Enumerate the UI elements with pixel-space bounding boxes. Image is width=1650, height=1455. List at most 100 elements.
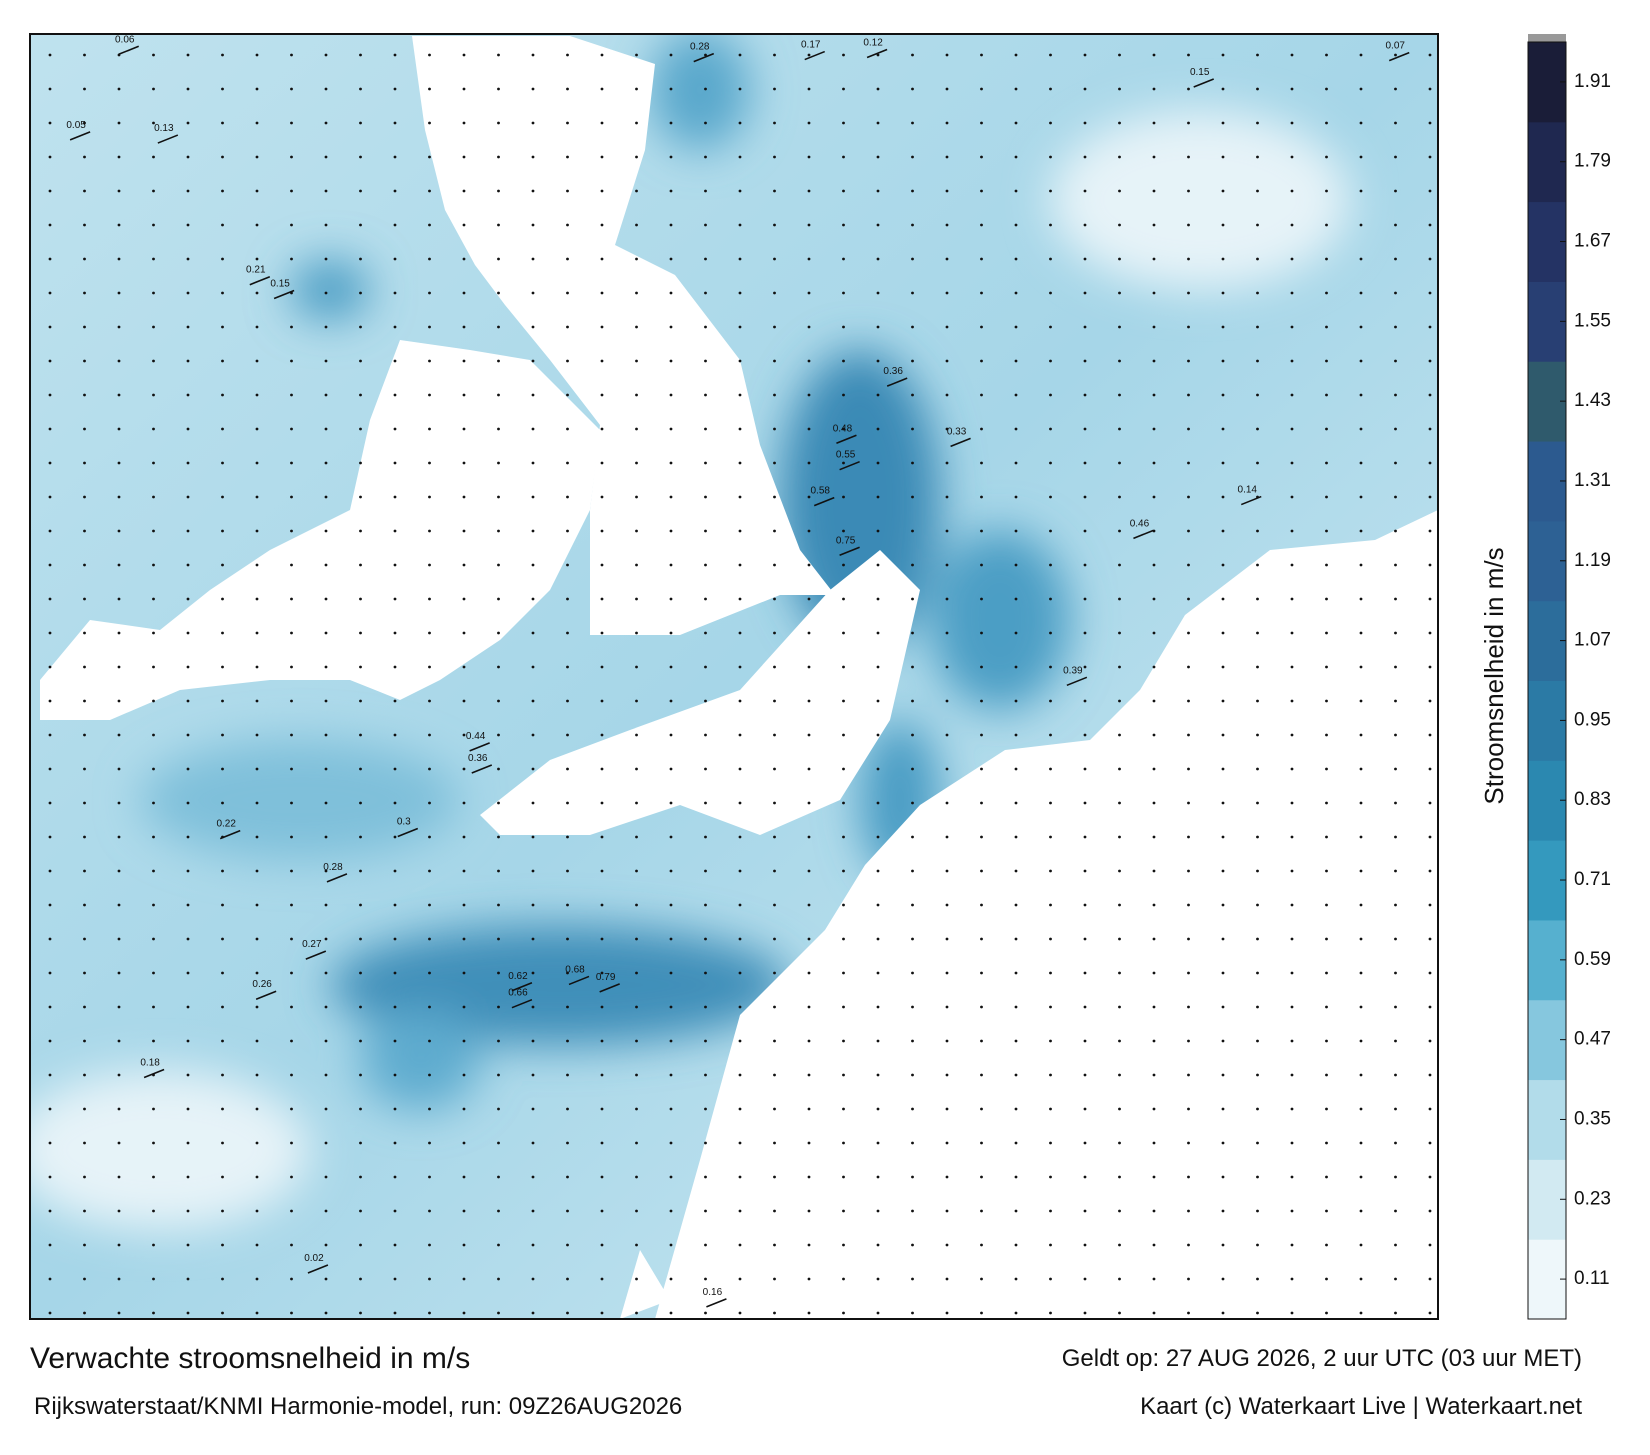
vector-dot xyxy=(462,1039,466,1043)
vector-dot xyxy=(1014,631,1018,635)
colorbar-tick-label: 0.59 xyxy=(1574,949,1611,970)
vector-dot xyxy=(290,121,293,125)
current-arrow xyxy=(1388,51,1410,62)
vector-dot xyxy=(842,257,845,261)
vector-dot xyxy=(945,223,949,227)
vector-dot xyxy=(911,1311,914,1315)
current-arrow xyxy=(326,873,348,883)
vector-dot xyxy=(1428,257,1432,261)
vector-dot xyxy=(1325,903,1328,907)
vector-dot xyxy=(669,325,673,329)
vector-dot xyxy=(1049,291,1052,295)
vector-dot xyxy=(1221,665,1225,669)
vector-dot xyxy=(117,597,121,601)
vector-dot xyxy=(1152,87,1156,91)
vector-dot xyxy=(1118,325,1121,329)
vector-dot xyxy=(324,1277,328,1281)
vector-dot xyxy=(876,869,880,873)
vector-dot xyxy=(1083,869,1087,873)
vector-dot xyxy=(945,971,949,975)
vector-dot xyxy=(1256,257,1259,261)
vector-dot xyxy=(290,223,293,227)
vector-dot xyxy=(48,393,52,397)
vector-dot xyxy=(1256,1277,1259,1281)
vector-dot xyxy=(152,461,155,465)
vector-dot xyxy=(738,1039,742,1043)
vector-dot xyxy=(83,1073,86,1077)
vector-dot xyxy=(1014,1175,1018,1179)
vector-dot xyxy=(221,1209,224,1213)
vector-dot xyxy=(600,189,604,193)
vector-dot xyxy=(83,1141,86,1145)
vector-dot xyxy=(566,393,569,397)
vector-dot xyxy=(911,495,914,499)
vector-dot xyxy=(842,767,845,771)
vector-dot xyxy=(324,359,328,363)
vector-dot xyxy=(1325,1311,1328,1315)
vector-dot xyxy=(359,1243,362,1247)
vector-dot xyxy=(1221,291,1225,295)
vector-dot xyxy=(635,155,638,159)
vector-dot xyxy=(152,155,155,159)
vector-dot xyxy=(1083,1073,1087,1077)
vector-dot xyxy=(1325,1141,1328,1145)
vector-dot xyxy=(1394,1141,1397,1145)
vector-dot xyxy=(1118,699,1121,703)
vector-dot xyxy=(911,359,914,363)
vector-dot xyxy=(1152,801,1156,805)
vector-dot xyxy=(152,1039,155,1043)
vector-dot xyxy=(876,835,880,839)
vector-dot xyxy=(359,1039,362,1043)
vector-dot xyxy=(1187,1175,1190,1179)
vector-dot xyxy=(911,1005,914,1009)
vector-dot xyxy=(255,937,259,941)
vector-dot xyxy=(152,767,155,771)
vector-dot xyxy=(773,1277,776,1281)
vector-dot xyxy=(1256,1073,1259,1077)
vector-dot xyxy=(152,937,155,941)
vector-dot xyxy=(1083,495,1087,499)
vector-dot xyxy=(1049,597,1052,601)
vector-dot xyxy=(186,1005,190,1009)
speed-label: 0.79 xyxy=(596,972,616,983)
vector-dot xyxy=(531,1005,535,1009)
vector-dot xyxy=(773,801,776,805)
vector-dot xyxy=(600,1005,604,1009)
vector-dot xyxy=(704,53,707,57)
vector-dot xyxy=(359,121,362,125)
vector-dot xyxy=(1394,1005,1397,1009)
colorbar-tick-label: 0.35 xyxy=(1574,1108,1611,1129)
vector-dot xyxy=(117,869,121,873)
vector-dot xyxy=(669,801,673,805)
vector-dot xyxy=(1428,665,1432,669)
vector-dot xyxy=(635,1039,638,1043)
vector-dot xyxy=(1049,461,1052,465)
vector-dot xyxy=(842,87,845,91)
vector-dot xyxy=(669,223,673,227)
current-arrow xyxy=(839,546,860,557)
vector-dot xyxy=(911,1243,914,1247)
vector-dot xyxy=(1394,597,1397,601)
vector-dot xyxy=(566,1073,569,1077)
current-arrow xyxy=(836,434,857,444)
vector-dot xyxy=(1152,257,1156,261)
vector-dot xyxy=(1187,1039,1190,1043)
vector-dot xyxy=(807,699,811,703)
current-arrow xyxy=(157,134,179,144)
vector-dot xyxy=(117,393,121,397)
vector-dot xyxy=(1152,53,1156,57)
vector-dot xyxy=(1325,767,1328,771)
speed-label: 0.28 xyxy=(690,42,710,53)
vector-dot xyxy=(1083,325,1087,329)
vector-dot xyxy=(290,699,293,703)
vector-dot xyxy=(1221,427,1225,431)
vector-dot xyxy=(1014,1039,1018,1043)
vector-dot xyxy=(1014,257,1018,261)
vector-dot xyxy=(911,1039,914,1043)
vector-dot xyxy=(324,1209,328,1213)
vector-dot xyxy=(255,1107,259,1111)
speed-label: 0.07 xyxy=(1386,41,1406,52)
vector-dot xyxy=(945,1107,949,1111)
vector-dot xyxy=(876,155,880,159)
vector-dot xyxy=(83,393,86,397)
